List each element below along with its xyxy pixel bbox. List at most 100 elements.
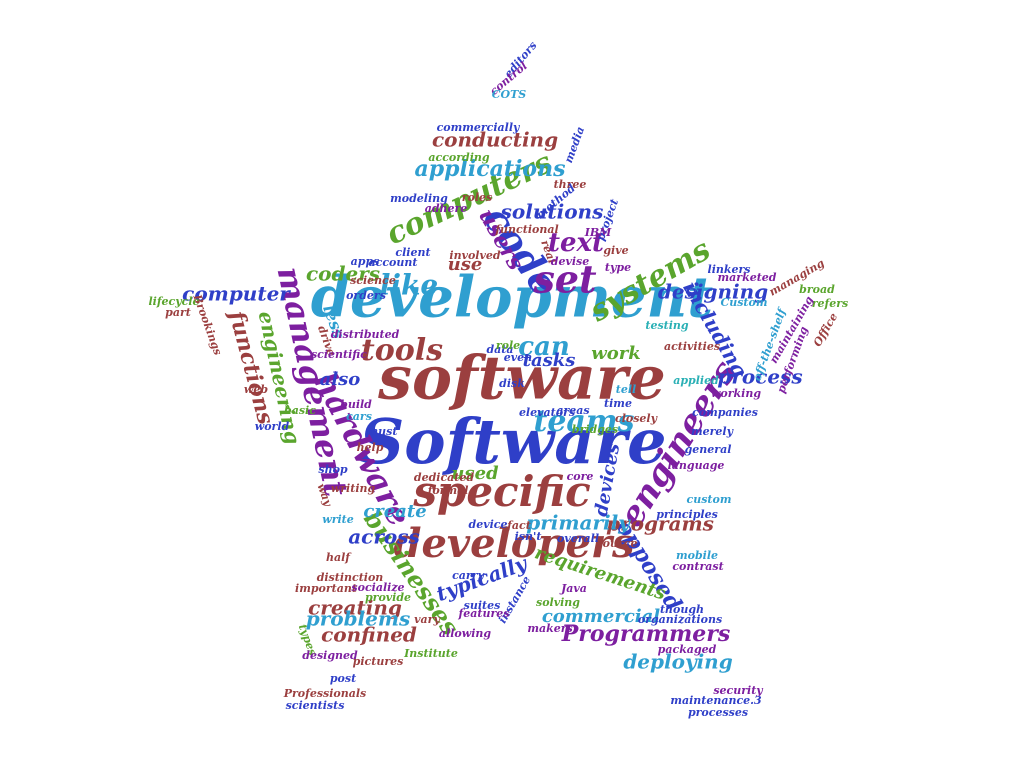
word-basic: basic: [284, 404, 316, 417]
word-office: Office: [811, 311, 841, 349]
word-world: world: [255, 420, 290, 433]
word-programmers: Programmers: [561, 621, 731, 647]
word-formal: formal: [427, 484, 469, 497]
word-three: three: [554, 178, 587, 191]
word-security: security: [713, 684, 764, 697]
word-commercial: commercial: [542, 606, 660, 627]
word-computer: computer: [182, 282, 291, 306]
word-teams: teams: [533, 404, 634, 439]
word-solutions: solutions: [500, 200, 604, 224]
word-used: used: [451, 463, 499, 484]
word-closely: closely: [615, 412, 659, 425]
word-commercially: commercially: [437, 121, 521, 134]
word-shop: shop: [318, 463, 348, 476]
word-professionals: Professionals: [283, 687, 367, 700]
word-linkers: linkers: [708, 263, 751, 276]
word-orders: orders: [346, 289, 386, 302]
word-web: web: [244, 383, 268, 396]
word-tools: tools: [361, 333, 443, 368]
word-deploying: deploying: [623, 650, 732, 674]
word-java: Java: [559, 582, 587, 595]
word-problems: problems: [306, 607, 411, 631]
word-must: must: [367, 425, 398, 438]
word-set: set: [532, 257, 597, 302]
word-testing: testing: [645, 319, 689, 332]
word-cars: cars: [346, 410, 372, 423]
word-bridges: bridges: [572, 423, 618, 436]
word-merely: merely: [691, 425, 735, 438]
word-principles: principles: [656, 508, 718, 521]
word-half: half: [326, 551, 352, 564]
word-conducting: conducting: [432, 128, 558, 152]
word-involved: involved: [449, 249, 500, 262]
word-devise: devise: [551, 255, 589, 268]
word-science: science: [350, 274, 396, 287]
word-programs: programs: [606, 512, 714, 536]
word-client: client: [395, 246, 430, 259]
word-role: role: [496, 339, 520, 352]
word-language: language: [668, 459, 725, 472]
word-mobile: mobile: [676, 549, 718, 562]
word-across: across: [348, 525, 420, 549]
word-cots: COTS: [492, 88, 527, 101]
word-like: like: [380, 269, 439, 302]
word-isn-t: isn't: [515, 530, 542, 543]
word-time: time: [604, 397, 632, 410]
word-functional: functional: [494, 223, 558, 236]
word-type: type: [605, 261, 631, 274]
word-packaged: packaged: [658, 643, 717, 656]
word-adhere: adhere: [425, 202, 468, 215]
word-developers: developers: [394, 520, 635, 567]
word-important: important: [295, 582, 357, 595]
word-areas: areas: [556, 404, 589, 417]
word-activities: activities: [664, 340, 720, 353]
word-according: according: [428, 151, 490, 164]
word-software: Software: [359, 405, 666, 478]
word-custom: Custom: [720, 296, 767, 309]
word-institute: Institute: [403, 647, 458, 660]
word-ibm: IBM: [584, 226, 612, 239]
word-provide: provide: [365, 591, 411, 604]
word-though: though: [660, 603, 704, 616]
word-core: core: [567, 470, 594, 483]
word-carry: carry: [452, 569, 485, 582]
word-part: part: [165, 306, 191, 319]
word-use: use: [448, 254, 483, 275]
word-distributed: distributed: [331, 328, 400, 341]
word-primarily: primarily: [526, 511, 631, 535]
word-applications: applications: [415, 156, 566, 182]
word-confined: confined: [321, 623, 417, 647]
word-media: media: [562, 125, 587, 165]
word-makers: makers: [527, 622, 572, 635]
word-data: data: [486, 343, 513, 356]
word-writing: writing: [331, 482, 376, 495]
word-coders: coders: [306, 262, 380, 286]
word-scientists: scientists: [286, 699, 345, 712]
word-allowing: allowing: [439, 627, 491, 640]
word-processes: processes: [688, 706, 748, 719]
word-creating: creating: [308, 596, 402, 620]
word-process: process: [717, 365, 802, 389]
word-software: software: [377, 344, 666, 414]
word-designing: designing: [658, 280, 768, 304]
word-pictures: pictures: [353, 655, 404, 668]
word-modeling: modeling: [390, 192, 448, 205]
word-organizations: organizations: [638, 613, 722, 626]
word-fact: fact: [506, 519, 531, 532]
word-disk: disk: [499, 377, 525, 390]
word-dedicated: dedicated: [414, 471, 474, 484]
word-work: work: [591, 343, 640, 364]
word-contrast: contrast: [672, 560, 723, 573]
word-post: post: [330, 672, 356, 685]
word-device: device: [469, 518, 508, 531]
word-write: write: [322, 513, 354, 526]
word-custom: custom: [687, 493, 732, 506]
word-development: development: [311, 265, 713, 331]
word-general: general: [685, 443, 732, 456]
word-source: source: [596, 537, 637, 550]
word-suites: suites: [464, 599, 501, 612]
word-distinction: distinction: [317, 571, 384, 584]
word-refers: refers: [812, 297, 849, 310]
